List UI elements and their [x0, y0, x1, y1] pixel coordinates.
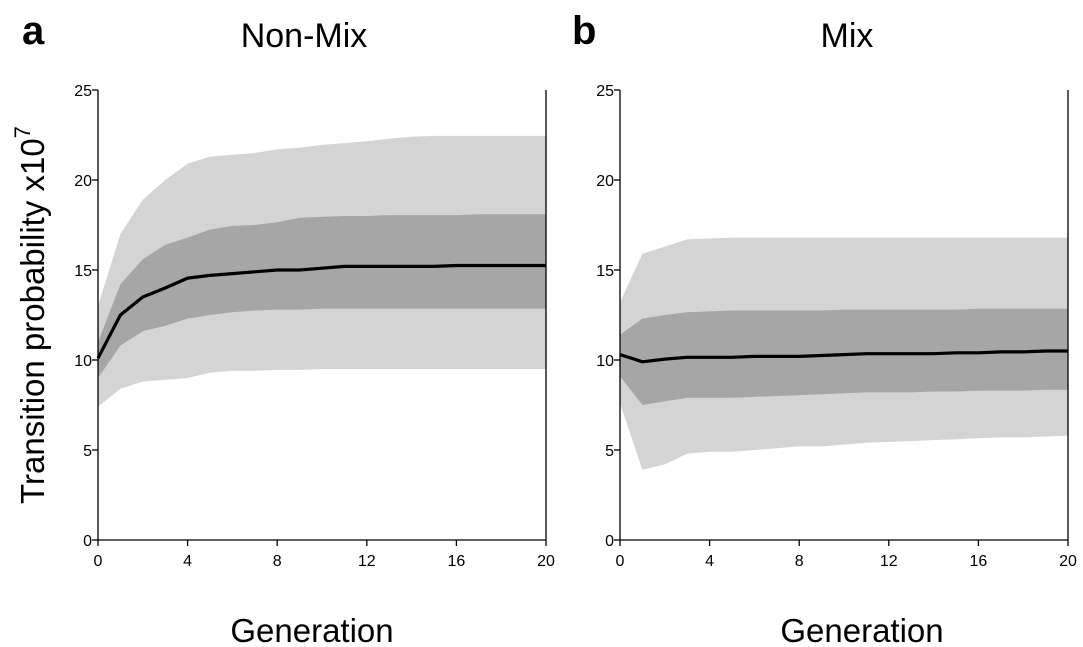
x-tick-label: 16: [970, 553, 988, 570]
panel-letter: a: [22, 9, 45, 53]
y-axis-title: Transition probability x107: [10, 126, 51, 504]
y-axis-title-text: Transition probability x10: [14, 138, 51, 504]
panel-a: a Non-Mix 0 4 8 12 16 20 0 5 10 15 20 25 Generation: [22, 9, 555, 647]
x-axis-title: Generation: [780, 612, 943, 647]
inner-band: [620, 308, 1068, 405]
x-tick-label: 8: [273, 553, 282, 570]
x-tick-label: 20: [537, 553, 555, 570]
x-tick-label: 20: [1059, 553, 1077, 570]
inner-band: [98, 214, 546, 378]
y-tick-label: 0: [83, 533, 92, 550]
y-tick-label: 25: [74, 83, 92, 100]
x-tick-label: 12: [358, 553, 376, 570]
x-tick-label: 16: [448, 553, 466, 570]
plot-area: 0 4 8 12 16 20 0 5 10 15 20 25: [596, 83, 1077, 570]
y-tick-label: 15: [74, 263, 92, 280]
y-tick-label: 25: [596, 83, 614, 100]
y-tick-label: 5: [605, 443, 614, 460]
y-tick-label: 10: [74, 353, 92, 370]
x-tick-label: 4: [183, 553, 192, 570]
x-tick-label: 0: [616, 553, 625, 570]
panel-letter: b: [572, 9, 596, 53]
plot-area: 0 4 8 12 16 20 0 5 10 15 20 25: [74, 83, 555, 570]
y-tick-label: 20: [596, 173, 614, 190]
x-tick-label: 0: [94, 553, 103, 570]
y-tick-label: 10: [596, 353, 614, 370]
y-tick-label: 5: [83, 443, 92, 460]
y-axis-title-superscript: 7: [10, 126, 35, 138]
panel-title: Non-Mix: [241, 17, 368, 55]
x-axis-title: Generation: [230, 612, 393, 647]
y-tick-label: 15: [596, 263, 614, 280]
y-tick-label: 20: [74, 173, 92, 190]
panel-b: b Mix 0 4 8 12 16 20 0 5 10 15 20 25 Generation: [572, 9, 1077, 647]
y-tick-label: 0: [605, 533, 614, 550]
median-line: [96, 263, 546, 359]
x-tick-label: 4: [705, 553, 714, 570]
panel-title: Mix: [821, 17, 874, 55]
median-line: [619, 349, 1068, 364]
x-tick-label: 12: [880, 553, 898, 570]
x-tick-label: 8: [795, 553, 804, 570]
